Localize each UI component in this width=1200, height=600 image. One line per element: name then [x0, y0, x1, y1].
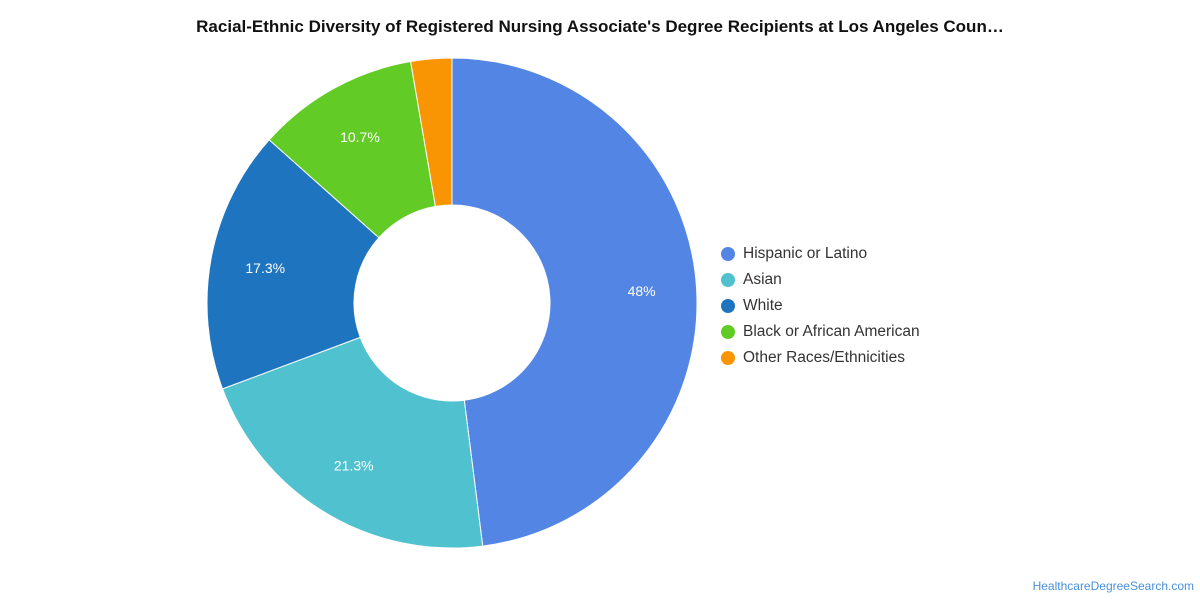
legend-swatch-icon — [721, 247, 735, 261]
legend-item-other-races-ethnicities[interactable]: Other Races/Ethnicities — [721, 345, 920, 371]
slice-other-races-ethnicities[interactable] — [410, 57, 453, 207]
legend-swatch-icon — [721, 273, 735, 287]
slice-black-or-african-american[interactable] — [268, 60, 437, 239]
slice-asian[interactable] — [221, 336, 484, 549]
slices-group — [206, 57, 698, 549]
data-label-hispanic-or-latino: 48% — [628, 283, 656, 299]
legend-swatch-icon — [721, 351, 735, 365]
legend-label: Black or African American — [743, 323, 920, 340]
slice-hispanic-or-latino[interactable] — [451, 57, 698, 547]
legend-label: Other Races/Ethnicities — [743, 349, 905, 366]
data-label-black-or-african-american: 10.7% — [340, 129, 380, 145]
legend-item-white[interactable]: White — [721, 293, 920, 319]
legend-item-asian[interactable]: Asian — [721, 267, 920, 293]
legend-label: Asian — [743, 271, 782, 288]
data-label-asian: 21.3% — [334, 458, 374, 474]
legend-item-black-or-african-american[interactable]: Black or African American — [721, 319, 920, 345]
legend-item-hispanic-or-latino[interactable]: Hispanic or Latino — [721, 241, 920, 267]
chart-title: Racial-Ethnic Diversity of Registered Nu… — [196, 17, 1004, 36]
chart-legend: Hispanic or Latino Asian White Black or Afr… — [721, 241, 920, 371]
legend-swatch-icon — [721, 299, 735, 313]
legend-swatch-icon — [721, 325, 735, 339]
source-link[interactable]: HealthcareDegreeSearch.com — [1032, 579, 1194, 593]
slice-white[interactable] — [206, 139, 380, 390]
data-labels-group: 48% 21.3% 17.3% 10.7% — [245, 129, 655, 474]
legend-label: Hispanic or Latino — [743, 245, 868, 262]
legend-label: White — [743, 297, 783, 314]
data-label-white: 17.3% — [245, 260, 285, 276]
